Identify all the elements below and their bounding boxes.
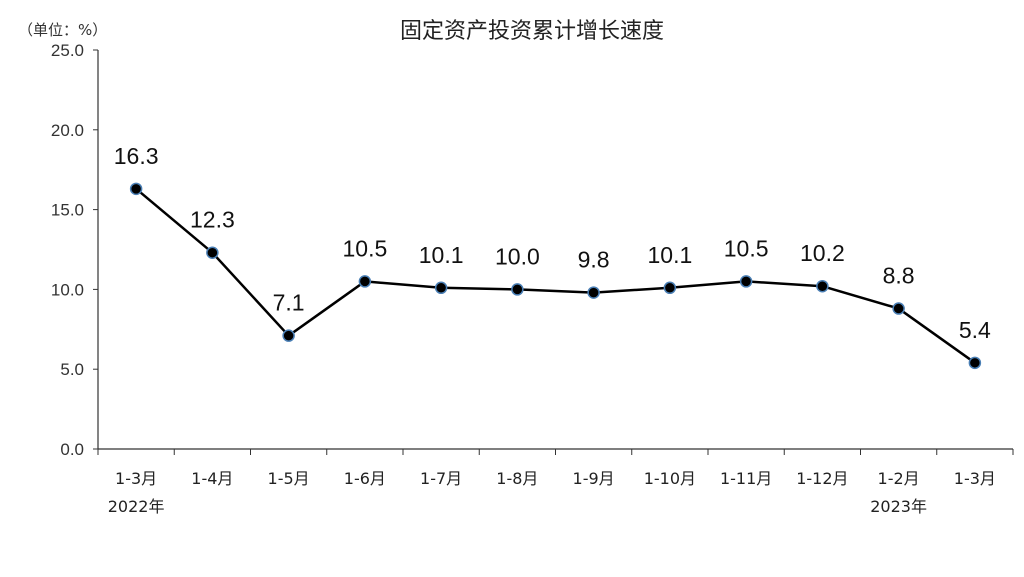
- x-tick-label: 1-3月: [954, 469, 996, 488]
- x-tick-label: 1-6月: [344, 469, 386, 488]
- data-label: 10.1: [647, 242, 692, 268]
- data-point: [892, 302, 905, 315]
- series-line: [135, 187, 976, 364]
- year-label: 2022年: [108, 497, 165, 516]
- x-tick-label: 1-8月: [496, 469, 538, 488]
- y-tick-label: 15.0: [51, 201, 84, 220]
- x-axis-ticks: 1-3月 1-4月 1-5月 1-6月 1-7月 1-8月 1-9月 1-10月 1-11月 1-…: [97, 449, 1014, 516]
- data-label: 10.1: [419, 242, 464, 268]
- series-line-group: [129, 182, 982, 370]
- x-tick-label: 1-5月: [268, 469, 310, 488]
- data-point: [816, 279, 829, 293]
- chart-title: 固定资产投资累计增长速度: [400, 19, 664, 44]
- unit-label: （单位：%）: [18, 21, 107, 39]
- y-tick-label: 25.0: [51, 41, 84, 60]
- data-label: 10.5: [342, 235, 387, 261]
- y-tick-label: 5.0: [60, 360, 84, 379]
- y-axis-ticks: 0.0 5.0 10.0 15.0 20.0 25.0: [51, 41, 98, 459]
- year-label: 2023年: [870, 497, 927, 516]
- x-tick-label: 1-7月: [420, 469, 462, 488]
- data-label: 10.5: [724, 235, 769, 261]
- x-tick-label: 1-2月: [878, 469, 920, 488]
- data-label: 8.8: [883, 263, 915, 289]
- data-point: [511, 283, 524, 296]
- data-point: [206, 246, 219, 259]
- data-label: 10.0: [495, 243, 540, 269]
- data-point: [434, 281, 448, 295]
- data-label: 12.3: [190, 207, 235, 233]
- data-point: [739, 275, 753, 288]
- data-point: [358, 275, 372, 288]
- x-tick-label: 1-10月: [644, 469, 696, 488]
- data-point: [129, 182, 143, 196]
- x-tick-label: 1-3月: [115, 469, 157, 488]
- y-tick-label: 0.0: [60, 440, 84, 459]
- x-tick-label: 1-4月: [191, 469, 233, 488]
- x-tick-label: 1-11月: [720, 469, 772, 488]
- data-point: [663, 281, 677, 295]
- data-label: 9.8: [578, 247, 610, 273]
- y-tick-label: 10.0: [51, 280, 84, 299]
- axes: [97, 50, 1013, 450]
- data-point: [587, 286, 600, 299]
- data-point: [968, 356, 982, 370]
- data-label: 5.4: [959, 317, 991, 343]
- data-label: 10.2: [800, 240, 845, 266]
- data-labels: 16.3 12.3 7.1 10.5 10.1 10.0 9.8 10.1 10.5 10.2 8.…: [114, 143, 991, 343]
- data-point: [282, 329, 295, 342]
- data-label: 16.3: [114, 143, 159, 169]
- data-label: 7.1: [273, 290, 305, 316]
- y-tick-label: 20.0: [51, 121, 84, 140]
- x-tick-label: 1-12月: [796, 469, 848, 488]
- x-tick-label: 1-9月: [573, 469, 615, 488]
